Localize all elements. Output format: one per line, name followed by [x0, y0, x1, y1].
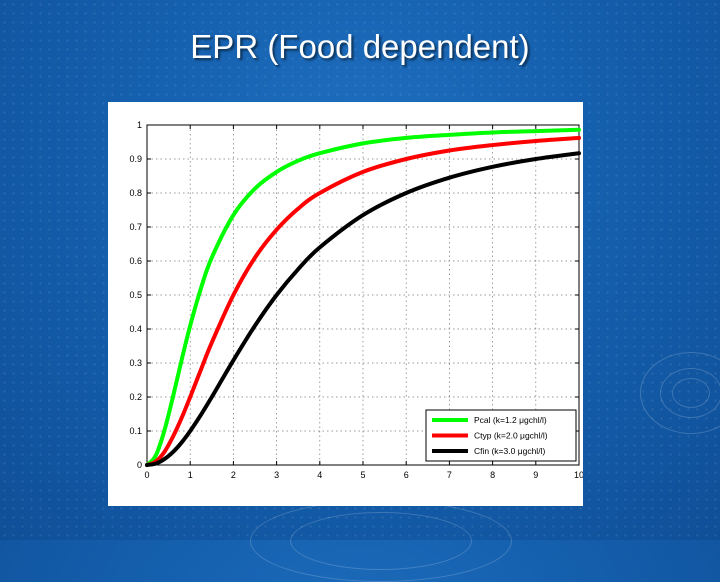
x-tick-label: 8	[490, 470, 495, 480]
background-ripple	[660, 368, 720, 418]
y-tick-label: 0.3	[129, 358, 142, 368]
legend: Pcal (k=1.2 μgchl/l) Ctyp (k=2.0 μgchl/l)…	[425, 409, 577, 462]
x-tick-label: 5	[360, 470, 365, 480]
y-tick-label: 0.9	[129, 154, 142, 164]
y-tick-label: 0	[137, 460, 142, 470]
y-tick-label: 0.8	[129, 188, 142, 198]
y-tick-label: 0.6	[129, 256, 142, 266]
line-chart: 0 1 2 3 4 5 6 7 8 9 10 0 0.1 0.2 0.3 0.4 0.5 0.6 0.7 0.8 0.9…	[129, 120, 584, 480]
series-line-1	[145, 127, 581, 467]
legend-label: Cfin (k=3.0 μgchl/l)	[474, 446, 545, 456]
background-ripple	[672, 378, 710, 408]
series-line-3	[145, 151, 581, 467]
x-tick-label: 1	[188, 470, 193, 480]
series-line-2	[145, 135, 581, 467]
x-tick-label: 3	[274, 470, 279, 480]
chart-figure: 0 1 2 3 4 5 6 7 8 9 10 0 0.1 0.2 0.3 0.4 0.5 0.6 0.7 0.8 0.9…	[108, 102, 584, 506]
x-tick-label: 6	[404, 470, 409, 480]
y-tick-label: 0.2	[129, 392, 142, 402]
y-tick-label: 1	[137, 120, 142, 130]
x-tick-label: 0	[144, 470, 149, 480]
y-tick-label: 0.1	[129, 426, 142, 436]
legend-label: Ctyp (k=2.0 μgchl/l)	[474, 431, 548, 441]
x-tick-label: 4	[317, 470, 322, 480]
x-tick-label: 7	[447, 470, 452, 480]
y-tick-label: 0.4	[129, 324, 142, 334]
y-tick-label: 0.5	[129, 290, 142, 300]
background-ripple	[290, 512, 472, 570]
legend-label: Pcal (k=1.2 μgchl/l)	[474, 415, 547, 425]
y-tick-label: 0.7	[129, 222, 142, 232]
x-tick-label: 2	[231, 470, 236, 480]
x-tick-label: 9	[533, 470, 538, 480]
slide-title: EPR (Food dependent)	[190, 28, 530, 65]
x-tick-label: 10	[574, 470, 583, 480]
